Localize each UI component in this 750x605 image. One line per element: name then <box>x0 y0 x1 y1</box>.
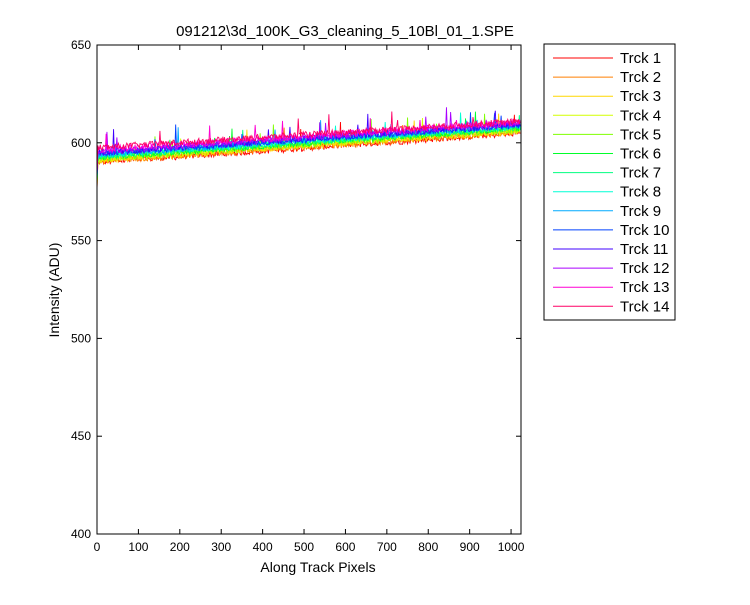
legend-label-trck-6: Trck 6 <box>620 146 661 163</box>
legend-label-trck-13: Trck 13 <box>620 279 669 296</box>
y-tick-label: 650 <box>71 38 91 52</box>
x-tick-label: 700 <box>377 540 397 554</box>
x-tick-label: 300 <box>211 540 231 554</box>
x-axis-label: Along Track Pixels <box>260 559 375 575</box>
legend: Trck 1 Trck 2 Trck 3 Trck 4 Trck 5 Trck 6 Trck… <box>543 43 676 321</box>
legend-items: Trck 1 Trck 2 Trck 3 Trck 4 Trck 5 Trck 6 Trck… <box>553 50 669 315</box>
y-tick-label: 400 <box>71 527 91 541</box>
x-tick-label: 400 <box>253 540 273 554</box>
legend-label-trck-14: Trck 14 <box>620 298 669 315</box>
series-trck-14 <box>96 111 521 172</box>
y-axis-label: Intensity (ADU) <box>46 243 62 338</box>
legend-label-trck-4: Trck 4 <box>620 107 661 124</box>
legend-label-trck-8: Trck 8 <box>620 184 661 201</box>
chart-title: 091212\3d_100K_G3_cleaning_5_10Bl_01_1.S… <box>176 23 514 40</box>
series-layer <box>96 107 521 190</box>
legend-label-trck-11: Trck 11 <box>620 241 668 258</box>
legend-label-trck-1: Trck 1 <box>620 50 661 67</box>
legend-label-trck-7: Trck 7 <box>620 165 661 182</box>
x-tick-label: 600 <box>335 540 355 554</box>
legend-label-trck-12: Trck 12 <box>620 260 669 277</box>
x-tick-label: 500 <box>294 540 314 554</box>
plot-frame <box>96 44 522 535</box>
x-tick-label: 100 <box>128 540 148 554</box>
x-tick-label: 200 <box>170 540 190 554</box>
legend-box <box>543 43 676 321</box>
y-tick-label: 450 <box>71 429 91 443</box>
x-tick-label: 1000 <box>498 540 525 554</box>
legend-label-trck-10: Trck 10 <box>620 222 669 239</box>
x-tick-label: 0 <box>94 540 101 554</box>
legend-label-trck-5: Trck 5 <box>620 126 661 143</box>
y-tick-label: 500 <box>71 331 91 345</box>
legend-label-trck-2: Trck 2 <box>620 69 661 86</box>
x-tick-label: 800 <box>418 540 438 554</box>
plot-area <box>97 45 521 534</box>
y-tick-label: 600 <box>71 136 91 150</box>
x-tick-label: 900 <box>460 540 480 554</box>
legend-label-trck-3: Trck 3 <box>620 88 661 105</box>
tick-layer: 0 100 200 300 400 500 600 700 800 900 1000 400 450 50… <box>71 38 525 554</box>
legend-label-trck-9: Trck 9 <box>620 203 661 220</box>
y-tick-label: 550 <box>71 234 91 248</box>
